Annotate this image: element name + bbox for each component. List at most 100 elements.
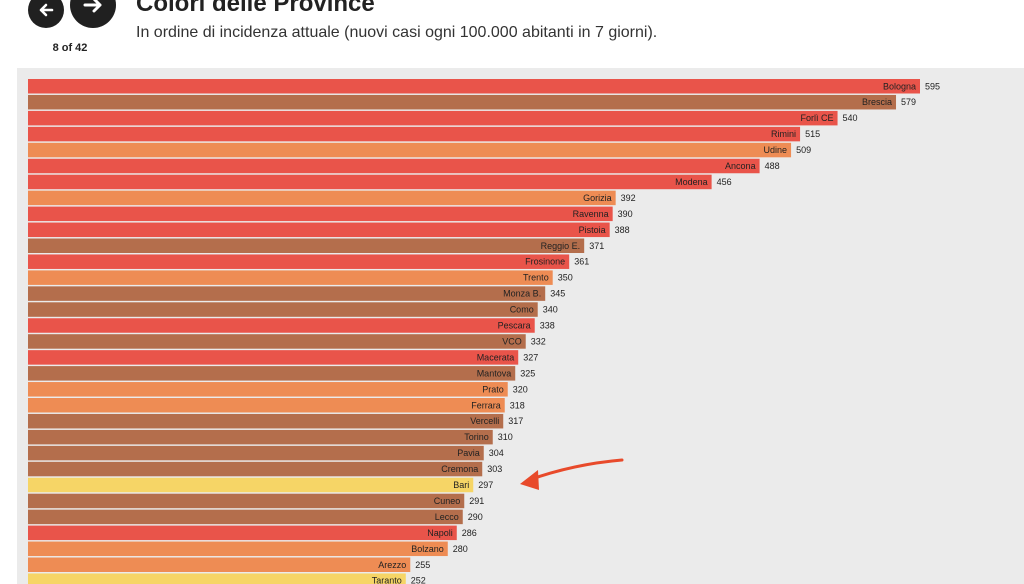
- bar-ancona: [28, 158, 760, 174]
- previous-button[interactable]: [28, 0, 64, 28]
- bar-value-label: 280: [453, 544, 468, 554]
- bar-category-label: Reggio E.: [541, 241, 581, 251]
- bar-modena: [28, 174, 712, 190]
- bar-category-label: Trento: [523, 273, 549, 283]
- bar-gorizia: [28, 190, 616, 206]
- bar-value-label: 297: [478, 480, 493, 490]
- bar-rimini: [28, 126, 801, 142]
- bar-value-label: 392: [621, 193, 636, 203]
- bar-bolzano: [28, 541, 448, 557]
- bar-mantova: [28, 366, 516, 381]
- bar-udine: [28, 142, 792, 158]
- bar-value-label: 291: [469, 496, 484, 506]
- bar-value-label: 540: [843, 113, 858, 123]
- bar-category-label: Pavia: [457, 448, 480, 458]
- bar-category-label: Gorizia: [583, 193, 612, 203]
- bar-value-label: 317: [508, 416, 523, 426]
- bar-category-label: Forlì CE: [801, 113, 834, 123]
- bar-category-label: Pescara: [498, 321, 531, 331]
- bar-value-label: 361: [574, 257, 589, 267]
- bar-value-label: 303: [487, 464, 502, 474]
- bar-frosinone: [28, 254, 570, 269]
- bar-value-label: 255: [415, 560, 430, 570]
- arrow-left-icon: [37, 1, 55, 19]
- bar-category-label: Torino: [464, 432, 489, 442]
- bar-pescara: [28, 318, 535, 333]
- bar-value-label: 318: [510, 400, 525, 410]
- bar-value-label: 350: [558, 273, 573, 283]
- bar-taranto: [28, 573, 406, 584]
- bar-category-label: Ferrara: [471, 400, 501, 410]
- bar-category-label: Monza B.: [503, 289, 541, 299]
- bar-value-label: 509: [796, 145, 811, 155]
- bar-value-label: 290: [468, 512, 483, 522]
- bar-value-label: 456: [717, 177, 732, 187]
- chart-panel: Bologna 595 Brescia 579 Forlì CE 540 Rimini 515…: [17, 68, 1024, 584]
- arrow-right-icon: [81, 0, 105, 17]
- next-button[interactable]: [70, 0, 116, 28]
- bar-category-label: VCO: [502, 336, 522, 346]
- bar-ravenna: [28, 206, 613, 222]
- bar-pavia: [28, 445, 484, 461]
- bar-value-label: 338: [540, 321, 555, 331]
- bar-value-label: 390: [618, 209, 633, 219]
- bar-category-label: Macerata: [477, 352, 515, 362]
- bar-value-label: 252: [411, 576, 426, 584]
- bar-value-label: 320: [513, 384, 528, 394]
- bar-category-label: Como: [510, 305, 534, 315]
- bar-category-label: Bologna: [883, 81, 916, 91]
- annotation-arrowhead: [520, 470, 539, 490]
- bar-value-label: 310: [498, 432, 513, 442]
- bar-vco: [28, 334, 526, 349]
- slide-counter: 8 of 42: [52, 42, 88, 54]
- bar-category-label: Brescia: [862, 97, 892, 107]
- bar-napoli: [28, 525, 457, 541]
- bar-como: [28, 302, 538, 317]
- bar-category-label: Lecco: [435, 512, 459, 522]
- bar-category-label: Cremona: [441, 464, 478, 474]
- bar-cremona: [28, 461, 483, 477]
- bar-value-label: 515: [805, 129, 820, 139]
- bar-vercelli: [28, 413, 504, 429]
- bar-bologna: [28, 79, 920, 94]
- bar-reggio-e-: [28, 238, 585, 253]
- bar-chart: Bologna 595 Brescia 579 Forlì CE 540 Rimini 515…: [28, 79, 940, 584]
- bar-category-label: Rimini: [771, 129, 796, 139]
- bar-trento: [28, 270, 553, 285]
- bar-category-label: Frosinone: [525, 257, 565, 267]
- bar-value-label: 304: [489, 448, 504, 458]
- bar-value-label: 579: [901, 97, 916, 107]
- bar-value-label: 340: [543, 305, 558, 315]
- bar-ferrara: [28, 398, 505, 413]
- bar-bari: [28, 477, 474, 493]
- bar-arezzo: [28, 557, 411, 572]
- annotation-arrow: [527, 458, 624, 482]
- bar-category-label: Taranto: [372, 576, 402, 584]
- bar-monza-b-: [28, 286, 546, 301]
- bar-category-label: Vercelli: [470, 416, 499, 426]
- bar-torino: [28, 429, 493, 445]
- bar-category-label: Bolzano: [411, 544, 444, 554]
- bar-value-label: 325: [520, 368, 535, 378]
- bar-value-label: 345: [550, 289, 565, 299]
- bar-value-label: 332: [531, 336, 546, 346]
- bar-lecco: [28, 509, 463, 525]
- bar-category-label: Ancona: [725, 161, 756, 171]
- bar-pistoia: [28, 222, 610, 238]
- bar-macerata: [28, 350, 519, 365]
- bar-value-label: 388: [615, 225, 630, 235]
- bar-category-label: Ravenna: [573, 209, 609, 219]
- bar-category-label: Udine: [764, 145, 788, 155]
- bar-value-label: 371: [589, 241, 604, 251]
- bar-category-label: Prato: [482, 384, 504, 394]
- bar-forl-ce: [28, 110, 838, 126]
- bar-category-label: Bari: [453, 480, 469, 490]
- bar-category-label: Cuneo: [434, 496, 461, 506]
- bar-value-label: 488: [765, 161, 780, 171]
- bar-category-label: Modena: [675, 177, 708, 187]
- bar-category-label: Mantova: [477, 368, 512, 378]
- page-subtitle: In ordine di incidenza attuale (nuovi ca…: [136, 24, 658, 41]
- page-title: Colori delle Province: [136, 0, 375, 17]
- bar-value-label: 327: [523, 352, 538, 362]
- bar-prato: [28, 382, 508, 397]
